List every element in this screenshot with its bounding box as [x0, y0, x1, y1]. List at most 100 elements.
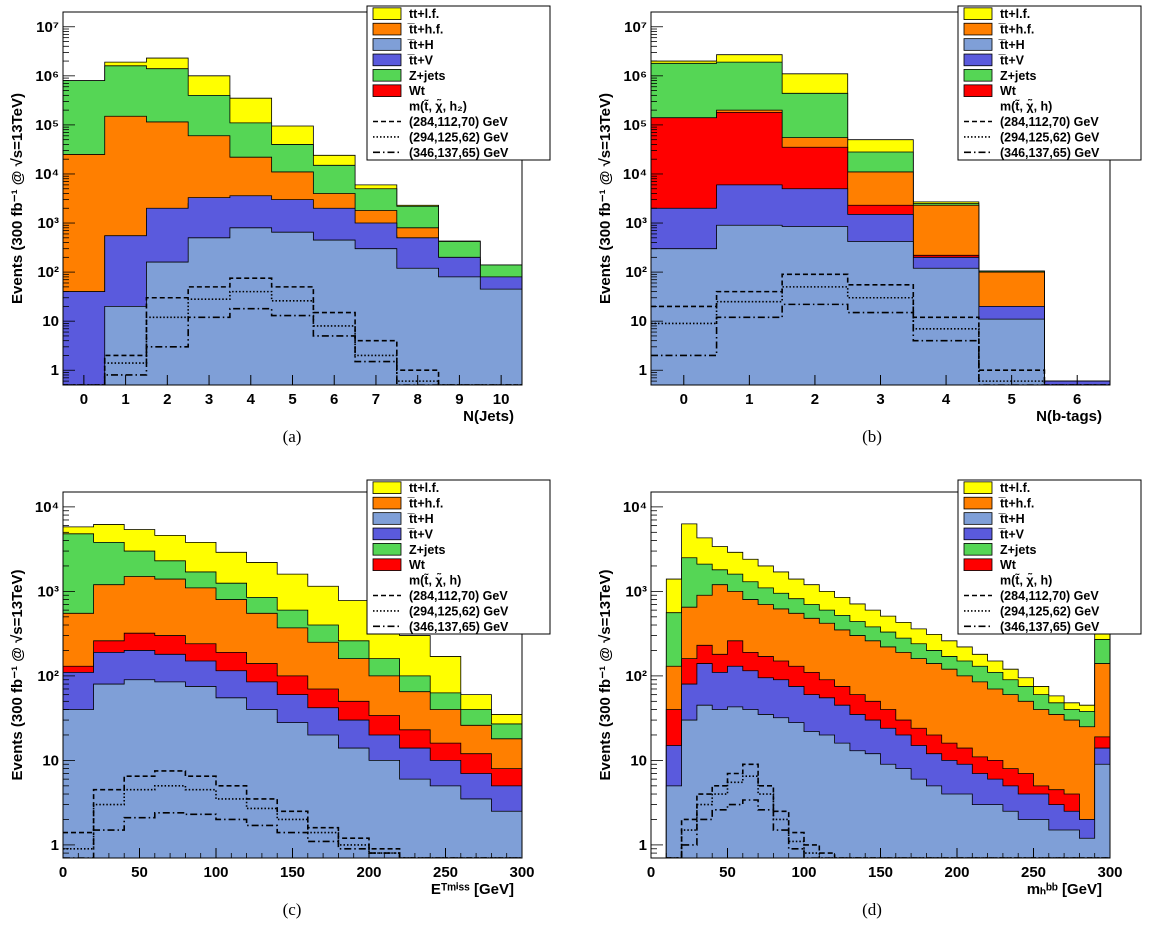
- legend-swatch-ttV: [372, 53, 402, 67]
- x-axis-title: mₕᵇᵇ [GeV]: [1027, 881, 1102, 898]
- legend-label: t̅t+H: [407, 512, 434, 526]
- histogram-ttH: [651, 224, 1110, 385]
- y-tick-label: 10⁴: [35, 166, 59, 183]
- x-tick-label: 6: [1073, 391, 1081, 408]
- x-tick-label: 150: [868, 864, 893, 881]
- x-tick-label: 300: [1097, 864, 1122, 881]
- x-tick-label: 4: [247, 391, 256, 408]
- legend-swatch-ttH: [963, 512, 993, 525]
- chart-panel-d: 0 50 100 150 200 250 300 1 10 10² 10³ 10⁴ mₕᵇᵇ [GeV]…: [597, 479, 1142, 919]
- x-tick-label: 1: [745, 391, 753, 408]
- x-tick-label: 250: [1021, 864, 1046, 881]
- x-tick-label: 100: [791, 864, 816, 881]
- legend-label: tt+l.f.: [1000, 481, 1030, 495]
- legend-label: Z+jets: [1000, 543, 1037, 557]
- legend-swatch-ttH: [372, 512, 402, 525]
- legend-label: t̅t+H: [407, 38, 434, 52]
- legend-swatch-tt_lf: [963, 481, 993, 494]
- legend-signal-label: (346,137,65) GeV: [1000, 620, 1100, 634]
- x-tick-label: 300: [509, 864, 534, 881]
- x-axis-title: Eᵀᵐⁱˢˢ [GeV]: [431, 881, 514, 898]
- legend-swatch-Wt: [372, 558, 402, 571]
- y-tick-label: 10⁶: [623, 68, 647, 85]
- signal-line-1: [666, 763, 1110, 858]
- y-tick-label: 10⁵: [623, 117, 647, 134]
- legend-label: Wt: [1000, 558, 1017, 572]
- x-tick-label: 0: [80, 391, 88, 408]
- legend-label: Wt: [409, 84, 426, 98]
- legend-signal-label: (284,112,70) GeV: [409, 589, 508, 603]
- y-tick-label: 10⁶: [35, 68, 59, 85]
- legend-swatch-Wt: [963, 84, 993, 97]
- legend-label: t̅t+h.f.: [407, 23, 443, 37]
- signal-line-1: [63, 277, 522, 385]
- legend-label: t̅t+H: [998, 512, 1025, 526]
- y-tick-label: 10: [42, 313, 59, 330]
- legend-label: Z+jets: [409, 69, 446, 83]
- legend-label: t̅t+V: [407, 53, 434, 67]
- y-tick-label: 10⁴: [35, 499, 59, 516]
- legend-signal-label: (284,112,70) GeV: [409, 115, 508, 129]
- legend-swatch-ttV: [963, 527, 993, 541]
- y-tick-label: 10²: [37, 668, 59, 685]
- y-tick-label: 1: [639, 837, 647, 854]
- x-tick-label: 2: [163, 391, 171, 408]
- legend-signal-label: (294,125,62) GeV: [1000, 604, 1100, 618]
- legend-label: t̅t+V: [998, 53, 1025, 67]
- legend-label: t̅t+h.f.: [407, 497, 443, 511]
- legend-signal-header: m(t̃, χ̃, h): [1000, 573, 1052, 588]
- plot-area: [651, 54, 1110, 385]
- x-tick-label: 50: [131, 864, 148, 881]
- y-tick-label: 1: [51, 362, 59, 379]
- y-tick-label: 10²: [625, 264, 647, 281]
- signal-line-3: [63, 307, 522, 385]
- chart-panel-a: 0 1 2 3 4 5 6 7 8 9 10 1 10 10² 10³ 10⁴ 10⁵ 10⁶ 10⁷ N(Jets)…: [9, 5, 551, 446]
- panel-caption: (a): [283, 427, 302, 446]
- histogram-ttH: [63, 227, 522, 385]
- x-tick-label: 10: [493, 391, 510, 408]
- legend-signal-label: (284,112,70) GeV: [1000, 589, 1099, 603]
- y-tick-label: 10³: [37, 215, 59, 232]
- signal-line-2: [651, 286, 1110, 385]
- legend-signal-header: m(t̃, χ̃, h): [1000, 99, 1052, 114]
- legend-swatch-ttH: [372, 38, 402, 51]
- panel-caption: (d): [862, 900, 882, 919]
- legend-label: t̅t+H: [998, 38, 1025, 52]
- legend-signal-label: (346,137,65) GeV: [1000, 146, 1100, 160]
- legend-swatch-Zjets: [963, 543, 993, 556]
- legend-signal-label: (346,137,65) GeV: [409, 620, 509, 634]
- legend-swatch-ttV: [372, 527, 402, 541]
- legend-swatch-tt_lf: [372, 7, 402, 20]
- y-tick-label: 10⁴: [623, 166, 647, 183]
- legend-swatch-tt_hf: [963, 496, 993, 510]
- y-tick-label: 10³: [625, 583, 647, 600]
- panel-caption: (b): [862, 427, 882, 446]
- x-tick-label: 1: [121, 391, 129, 408]
- legend-label: t̅t+V: [998, 527, 1025, 541]
- chart-panel-b: 0 1 2 3 4 5 6 1 10 10² 10³ 10⁴ 10⁵ 10⁶ 10⁷ N(b-tags) Eve…: [597, 5, 1142, 446]
- y-axis-title: Events (300 fb⁻¹ @ √s=13TeV): [9, 93, 26, 304]
- plot-area: [63, 524, 522, 858]
- panel-caption: (c): [283, 900, 302, 919]
- y-axis-title: Events (300 fb⁻¹ @ √s=13TeV): [9, 570, 26, 781]
- chart-panel-c: 0 50 100 150 200 250 300 1 10 10² 10³ 10⁴ Eᵀᵐⁱˢˢ [Ge…: [9, 479, 551, 919]
- y-tick-label: 10: [42, 752, 59, 769]
- legend-swatch-ttH: [963, 38, 993, 51]
- legend-swatch-tt_hf: [372, 22, 402, 36]
- legend-label: Wt: [409, 558, 426, 572]
- legend-swatch-ttV: [963, 53, 993, 67]
- legend-swatch-Wt: [963, 558, 993, 571]
- legend-signal-header: m(t̃, χ̃, h): [409, 573, 461, 588]
- legend-signal-label: (294,125,62) GeV: [409, 130, 509, 144]
- x-tick-label: 2: [811, 391, 819, 408]
- legend-swatch-Wt: [372, 84, 402, 97]
- y-tick-label: 10⁷: [624, 19, 647, 36]
- y-tick-label: 10: [630, 752, 647, 769]
- legend-label: tt+l.f.: [409, 7, 439, 21]
- signal-line-1: [651, 273, 1110, 385]
- y-tick-label: 10²: [625, 668, 647, 685]
- x-tick-label: 200: [944, 864, 969, 881]
- x-tick-label: 7: [372, 391, 380, 408]
- y-tick-label: 1: [51, 837, 59, 854]
